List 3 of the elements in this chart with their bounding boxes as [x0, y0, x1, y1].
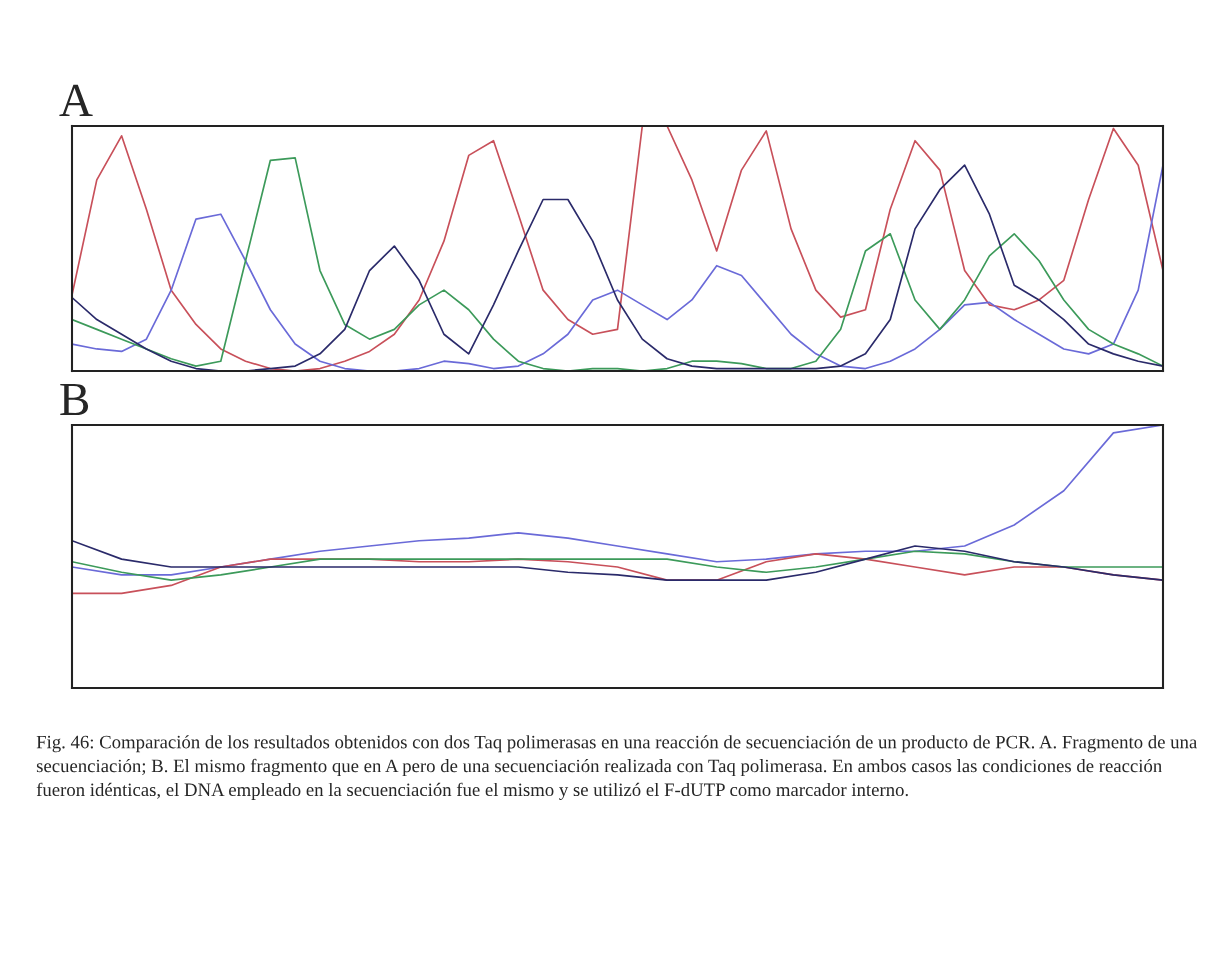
chart-title: B — [60, 384, 89, 416]
caption: Fig. 46: Comparación de los resultados obtenidos con dos Taq polimerasas en una reacción de secuenciación de un producto de PCR. A. Fragmento de una secuenciación; B. El mismo fragmento que en A pero de una secuenciación realizada con Taq polimerasa. En ambos casos las condiciones de reacción fueron idénticas, el DNA empleado en la secuenciación fue el mismo y se utilizó el F-dUTP como marcador interno. — [36, 735, 1197, 800]
chart-title: A — [59, 84, 93, 116]
